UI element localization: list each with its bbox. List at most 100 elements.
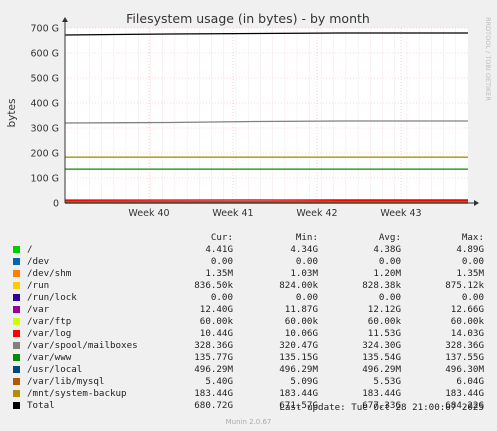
legend-row: /var/ftp 60.00k 60.00k 60.00k 60.00k <box>0 316 497 328</box>
legend-swatch <box>13 354 20 361</box>
legend-row: /usr/local 496.29M 496.29M 496.29M 496.30M <box>0 364 497 376</box>
legend-header-cur: Cur: <box>210 232 233 243</box>
legend-avg-value: 60.00k <box>367 316 401 327</box>
legend-cur-value: 328.36G <box>194 340 233 351</box>
legend-cur-value: 135.77G <box>194 352 233 363</box>
legend-avg-value: 11.53G <box>367 328 401 339</box>
legend-avg-value: 0.00 <box>378 256 401 267</box>
legend-cur-value: 0.00 <box>210 292 233 303</box>
series-line <box>64 32 468 36</box>
legend-swatch <box>13 318 20 325</box>
legend-row: /var/lib/mysql 5.40G 5.09G 5.53G 6.04G <box>0 376 497 388</box>
legend-cur-value: 496.29M <box>194 364 233 375</box>
y-tick-label: 300 G <box>30 124 59 135</box>
x-tick-label: Week 40 <box>128 208 169 219</box>
legend-max-value: 137.55G <box>445 352 484 363</box>
legend-cur-value: 5.40G <box>205 376 233 387</box>
legend-min-value: 10.06G <box>284 328 318 339</box>
legend-avg-value: 183.44G <box>362 388 401 399</box>
legend-avg-value: 4.38G <box>373 244 401 255</box>
legend-max-value: 12.66G <box>450 304 484 315</box>
legend-row: /run/lock 0.00 0.00 0.00 0.00 <box>0 292 497 304</box>
legend-swatch <box>13 270 20 277</box>
x-axis-arrow <box>474 200 479 206</box>
legend-row: /var/log 10.44G 10.06G 11.53G 14.03G <box>0 328 497 340</box>
legend-series-name: /var/www <box>27 352 72 363</box>
legend-avg-value: 324.30G <box>362 340 401 351</box>
legend-series-name: /var/spool/mailboxes <box>27 340 138 351</box>
legend-max-value: 0.00 <box>461 256 484 267</box>
legend-row: Total 680.72G 671.57G 677.33G 684.22G <box>0 400 497 412</box>
legend-max-value: 328.36G <box>445 340 484 351</box>
x-tick-label: Week 43 <box>380 208 421 219</box>
legend-min-value: 0.00 <box>295 256 318 267</box>
legend-avg-value: 496.29M <box>362 364 401 375</box>
legend-series-name: /var <box>27 304 50 315</box>
legend-series-name: /usr/local <box>27 364 83 375</box>
legend-swatch <box>13 342 20 349</box>
legend-max-value: 4.89G <box>456 244 484 255</box>
last-update: Last update: Tue Oct 28 21:00:07 2025 <box>279 402 484 413</box>
legend-min-value: 4.34G <box>290 244 318 255</box>
legend-min-value: 5.09G <box>290 376 318 387</box>
legend-cur-value: 0.00 <box>210 256 233 267</box>
y-axis-arrow <box>62 17 68 22</box>
legend-min-value: 1.03M <box>290 268 318 279</box>
legend-swatch <box>13 330 20 337</box>
legend-swatch <box>13 282 20 289</box>
legend-max-value: 875.12k <box>445 280 484 291</box>
legend-min-value: 11.87G <box>284 304 318 315</box>
legend-min-value: 60.00k <box>284 316 318 327</box>
y-tick-label: 600 G <box>30 49 59 60</box>
legend-series-name: /run <box>27 280 50 291</box>
legend-row: /var/spool/mailboxes 328.36G 320.47G 324.30… <box>0 340 497 352</box>
legend-row: /var 12.40G 11.87G 12.12G 12.66G <box>0 304 497 316</box>
legend-avg-value: 1.20M <box>373 268 401 279</box>
plot-area <box>65 28 468 203</box>
y-tick-label: 700 G <box>30 24 59 35</box>
legend-avg-value: 0.00 <box>378 292 401 303</box>
legend-cur-value: 10.44G <box>199 328 233 339</box>
legend-cur-value: 836.50k <box>194 280 233 291</box>
legend-cur-value: 680.72G <box>194 400 233 411</box>
series-line <box>64 120 468 124</box>
legend-max-value: 0.00 <box>461 292 484 303</box>
chart-title: Filesystem usage (in bytes) - by month <box>126 11 370 26</box>
legend-min-value: 320.47G <box>279 340 318 351</box>
x-tick-label: Week 41 <box>212 208 253 219</box>
legend-series-name: /var/log <box>27 328 72 339</box>
legend-min-value: 824.00k <box>279 280 318 291</box>
legend-header-avg: Avg: <box>378 232 401 243</box>
legend-swatch <box>13 294 20 301</box>
legend-row: /run 836.50k 824.00k 828.38k 875.12k <box>0 280 497 292</box>
y-tick-label: 100 G <box>30 174 59 185</box>
legend-row: / 4.41G 4.34G 4.38G 4.89G <box>0 244 497 256</box>
legend-series-name: /dev <box>27 256 50 267</box>
legend-row: /var/www 135.77G 135.15G 135.54G 137.55G <box>0 352 497 364</box>
legend-min-value: 0.00 <box>295 292 318 303</box>
legend-cur-value: 12.40G <box>199 304 233 315</box>
legend-header-min: Min: <box>295 232 318 243</box>
legend-series-name: /run/lock <box>27 292 77 303</box>
legend-row: /dev/shm 1.35M 1.03M 1.20M 1.35M <box>0 268 497 280</box>
legend-row: /mnt/system-backup 183.44G 183.44G 183.44G 1… <box>0 388 497 400</box>
legend-cur-value: 1.35M <box>205 268 233 279</box>
legend-series-name: /dev/shm <box>27 268 72 279</box>
legend-min-value: 671.57G <box>279 400 318 411</box>
y-tick-label: 200 G <box>30 149 59 160</box>
legend-series-name: /mnt/system-backup <box>27 388 127 399</box>
legend-swatch <box>13 366 20 373</box>
y-tick-label: 500 G <box>30 74 59 85</box>
legend-series-name: Total <box>27 400 55 411</box>
legend-swatch <box>13 306 20 313</box>
legend-avg-value: 5.53G <box>373 376 401 387</box>
legend-avg-value: 677.33G <box>362 400 401 411</box>
legend-swatch <box>13 378 20 385</box>
legend-row: /dev 0.00 0.00 0.00 0.00 <box>0 256 497 268</box>
y-tick-label: 0 <box>53 199 59 210</box>
rrdtool-credit: RRDTOOL / TOBI OETIKER <box>484 17 492 101</box>
legend-max-value: 496.30M <box>445 364 484 375</box>
legend-header-max: Max: <box>461 232 484 243</box>
legend-header: Cur: Min: Avg: Max: <box>0 232 497 244</box>
munin-version: Munin 2.0.67 <box>225 418 272 426</box>
